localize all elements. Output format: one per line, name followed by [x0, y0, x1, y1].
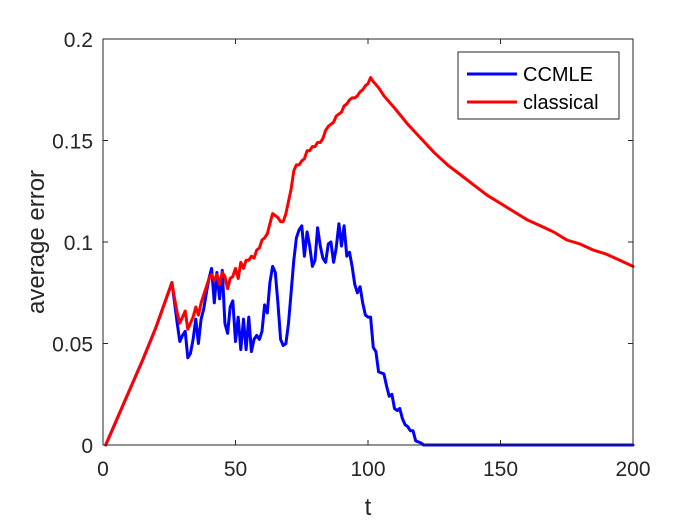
y-tick-label: 0 [81, 435, 93, 458]
legend-label-classical: classical [523, 92, 599, 114]
series-layer [104, 76, 635, 447]
x-tick-label: 50 [224, 458, 247, 481]
x-tick-label: 100 [350, 458, 385, 481]
x-tick-label: 200 [615, 458, 650, 481]
y-tick-label: 0.1 [64, 232, 93, 255]
y-tick-label: 0.15 [52, 131, 93, 154]
y-axis-label: average error [23, 170, 50, 314]
x-tick-label: 0 [97, 458, 109, 481]
x-tick-label: 150 [483, 458, 518, 481]
y-tick-label: 0.2 [64, 29, 93, 52]
legend-label-ccmle: CCMLE [523, 64, 593, 86]
y-tick-label: 0.05 [52, 334, 93, 357]
series-line-ccmle [104, 222, 635, 447]
legend: CCMLE classical [457, 51, 620, 120]
legend-box [457, 51, 620, 120]
series-line-classical [104, 76, 635, 447]
ticks-layer: 0 50 100 150 200 0 0.05 0.1 0.15 0.2 [52, 29, 650, 481]
x-axis-label: t [365, 494, 372, 521]
